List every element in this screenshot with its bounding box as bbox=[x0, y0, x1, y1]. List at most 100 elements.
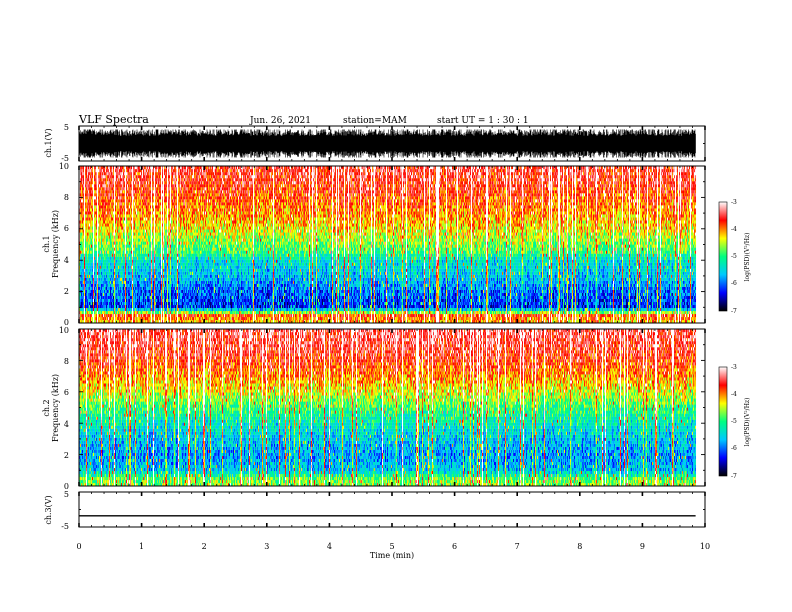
spectrogram-cell bbox=[80, 302, 81, 305]
spectrogram-cell bbox=[123, 235, 124, 238]
spectrogram-cell bbox=[85, 199, 86, 202]
spectrogram-cell bbox=[81, 305, 82, 308]
spectrogram-cell bbox=[87, 263, 88, 266]
spectrogram-cell bbox=[95, 214, 96, 217]
spectrogram-cell bbox=[85, 226, 86, 229]
spectrogram-cell bbox=[100, 257, 101, 260]
spectrogram-cell bbox=[127, 269, 128, 272]
spectrogram-cell bbox=[97, 287, 98, 290]
spectrogram-cell bbox=[116, 314, 117, 317]
spectrogram-cell bbox=[89, 190, 90, 193]
spectrogram-cell bbox=[106, 266, 107, 269]
spectrogram-cell bbox=[116, 308, 117, 311]
spectrogram-cell bbox=[122, 257, 123, 260]
spectrogram-cell bbox=[84, 190, 85, 193]
spectrogram-cell bbox=[102, 311, 103, 314]
spectrogram-cell bbox=[89, 196, 90, 199]
spectrogram-cell bbox=[126, 241, 127, 244]
spectrogram-cell bbox=[112, 214, 113, 217]
spectrogram-cell bbox=[102, 275, 103, 278]
spectrogram-cell bbox=[107, 251, 108, 254]
spectrogram-cell bbox=[120, 181, 121, 184]
spectrogram-cell bbox=[103, 202, 104, 205]
spectrogram-cell bbox=[111, 293, 112, 296]
spectrogram-cell bbox=[80, 223, 81, 226]
spectrogram-cell bbox=[92, 181, 93, 184]
spectrogram-cell bbox=[82, 269, 83, 272]
spectrogram-cell bbox=[81, 223, 82, 226]
spectrogram-cell bbox=[87, 205, 88, 208]
spectrogram-cell bbox=[96, 193, 97, 196]
spectrogram-cell bbox=[118, 248, 119, 251]
spectrogram-cell bbox=[100, 235, 101, 238]
spectrogram-cell bbox=[131, 317, 132, 320]
spectrogram-cell bbox=[85, 251, 86, 254]
spectrogram-cell bbox=[91, 299, 92, 302]
spectrogram-cell bbox=[113, 208, 114, 211]
spectrogram-cell bbox=[88, 293, 89, 296]
spectrogram-cell bbox=[119, 235, 120, 238]
spectrogram-cell bbox=[83, 217, 84, 220]
spectrogram-cell bbox=[88, 175, 89, 178]
spectrogram-cell bbox=[98, 314, 99, 317]
spectrogram-cell bbox=[124, 178, 125, 181]
spectrogram-cell bbox=[95, 172, 96, 175]
spectrogram-cell bbox=[116, 317, 117, 320]
spectrogram-cell bbox=[101, 272, 102, 275]
spectrogram-cell bbox=[125, 208, 126, 211]
spectrogram-cell bbox=[116, 254, 117, 257]
spectrogram-cell bbox=[110, 296, 111, 299]
spectrogram-cell bbox=[111, 232, 112, 235]
spectrogram-cell bbox=[118, 232, 119, 235]
spectrogram-cell bbox=[96, 311, 97, 314]
spectrogram-cell bbox=[81, 202, 82, 205]
spectrogram-cell bbox=[86, 199, 87, 202]
spectrogram-cell bbox=[93, 187, 94, 190]
spectrogram-cell bbox=[96, 232, 97, 235]
spectrogram-cell bbox=[117, 181, 118, 184]
spectrogram-cell bbox=[92, 169, 93, 172]
spectrogram-cell bbox=[103, 275, 104, 278]
spectrogram-cell bbox=[89, 251, 90, 254]
spectrogram-cell bbox=[80, 169, 81, 172]
spectrogram-cell bbox=[85, 305, 86, 308]
spectrogram-cell bbox=[130, 254, 131, 257]
spectrogram-cell bbox=[121, 266, 122, 269]
spectrogram-cell bbox=[104, 193, 105, 196]
spectrogram-cell bbox=[80, 190, 81, 193]
spectrogram-cell bbox=[91, 257, 92, 260]
spectrogram-cell bbox=[125, 290, 126, 293]
spectrogram-cell bbox=[89, 169, 90, 172]
spectrogram-cell bbox=[84, 302, 85, 305]
spectrogram-cell bbox=[104, 196, 105, 199]
spectrogram-cell bbox=[84, 208, 85, 211]
spectrogram-cell bbox=[104, 245, 105, 248]
spectrogram-cell bbox=[92, 196, 93, 199]
spectrogram-cell bbox=[118, 311, 119, 314]
spectrogram-cell bbox=[111, 263, 112, 266]
spectrogram-cell bbox=[81, 272, 82, 275]
spectrogram-cell bbox=[89, 199, 90, 202]
spectrogram-cell bbox=[127, 229, 128, 232]
spectrogram-cell bbox=[82, 193, 83, 196]
spectrogram-cell bbox=[127, 317, 128, 320]
spectrogram-cell bbox=[85, 196, 86, 199]
spectrogram-cell bbox=[107, 260, 108, 263]
spectrogram-cell bbox=[80, 287, 81, 290]
spectrogram-cell bbox=[123, 299, 124, 302]
spectrogram-cell bbox=[125, 196, 126, 199]
spectrogram-cell bbox=[125, 238, 126, 241]
spectrogram-cell bbox=[85, 290, 86, 293]
spectrogram-cell bbox=[86, 251, 87, 254]
spectrogram-cell bbox=[114, 205, 115, 208]
spectrogram-cell bbox=[112, 208, 113, 211]
spectrogram-cell bbox=[104, 266, 105, 269]
spectrogram-cell bbox=[110, 272, 111, 275]
spectrogram-cell bbox=[126, 193, 127, 196]
spectrogram-cell bbox=[104, 169, 105, 172]
spectrogram-cell bbox=[98, 257, 99, 260]
spectrogram-cell bbox=[112, 284, 113, 287]
spectrogram-cell bbox=[101, 217, 102, 220]
spectrogram-cell bbox=[86, 317, 87, 320]
spectrogram-cell bbox=[93, 223, 94, 226]
